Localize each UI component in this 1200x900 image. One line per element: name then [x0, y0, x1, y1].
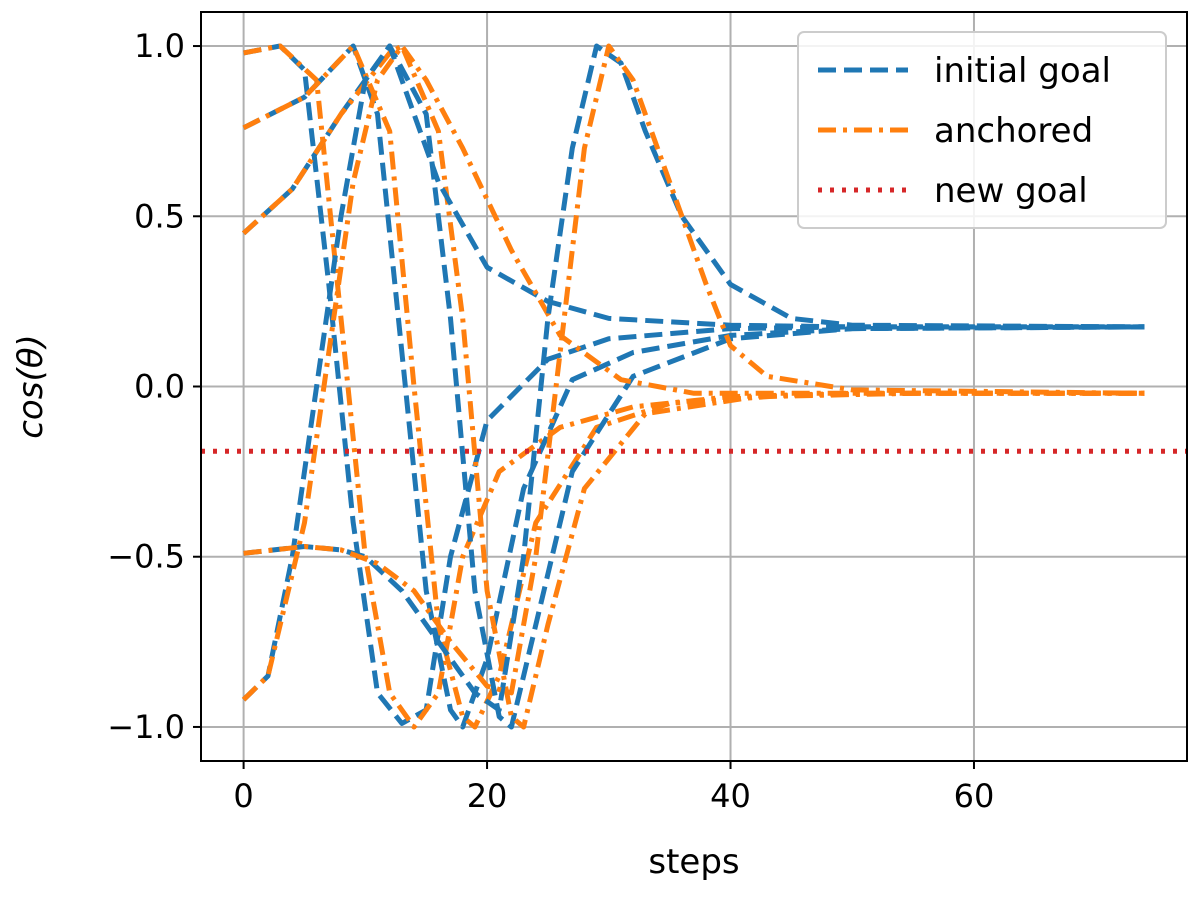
ticks: 0 20 40 60 1.0 0.5 0.0 −0.5 −1.0: [107, 27, 994, 815]
y-axis-label: cos(θ): [11, 334, 51, 439]
legend-label: anchored: [934, 111, 1093, 151]
y-tick-label: 0.0: [134, 368, 185, 406]
y-tick-label: 0.5: [134, 197, 185, 235]
series-line-8: [243, 43, 1145, 713]
y-tick-label: 1.0: [134, 27, 185, 65]
x-axis-label: steps: [648, 842, 739, 882]
series-line-6: [241, 43, 1145, 702]
series-line-9: [243, 43, 1145, 696]
y-tick-label: −0.5: [107, 538, 185, 576]
x-tick-label: 40: [710, 777, 751, 815]
legend-label: new goal: [934, 171, 1088, 211]
y-tick-label: −1.0: [107, 708, 185, 746]
legend-label: initial goal: [934, 51, 1111, 91]
series-line-2: [242, 43, 1145, 730]
series-group: [201, 43, 1187, 730]
x-tick-label: 60: [954, 777, 995, 815]
x-tick-label: 0: [233, 777, 253, 815]
legend: initial goal anchored new goal: [797, 31, 1167, 229]
x-tick-label: 20: [467, 777, 508, 815]
legend-box: [797, 31, 1167, 229]
series-line-7: [241, 43, 1145, 702]
